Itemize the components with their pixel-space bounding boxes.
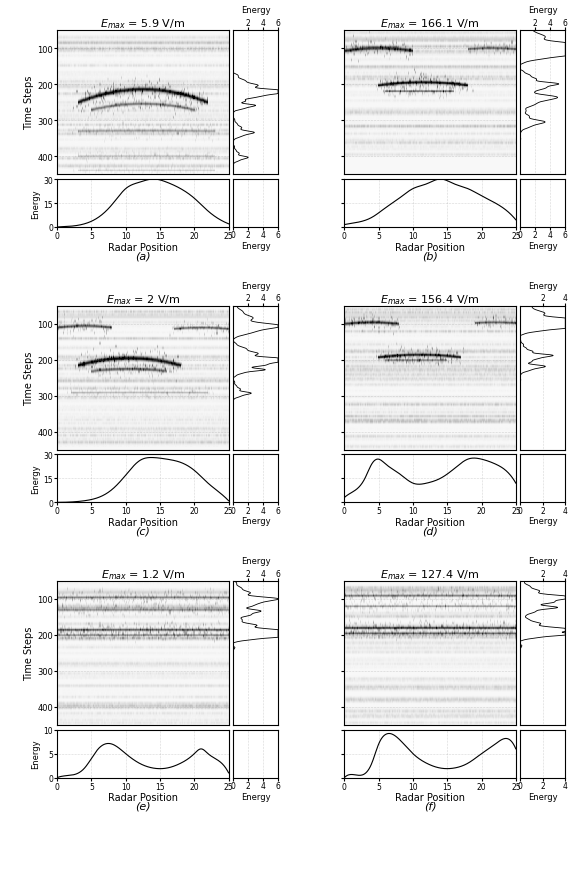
Title: $E_{max}$ = 156.4 V/m: $E_{max}$ = 156.4 V/m [380, 292, 480, 307]
Y-axis label: Energy: Energy [31, 189, 41, 218]
X-axis label: Radar Position: Radar Position [395, 518, 465, 527]
Text: (e): (e) [135, 801, 151, 811]
X-axis label: Radar Position: Radar Position [108, 792, 178, 802]
Title: $E_{max}$ = 5.9 V/m: $E_{max}$ = 5.9 V/m [100, 18, 186, 31]
Text: (a): (a) [135, 251, 151, 261]
Title: $E_{max}$ = 1.2 V/m: $E_{max}$ = 1.2 V/m [100, 568, 185, 581]
X-axis label: Energy: Energy [240, 6, 270, 15]
Y-axis label: Time Steps: Time Steps [25, 626, 34, 680]
X-axis label: Energy: Energy [528, 282, 557, 291]
X-axis label: Radar Position: Radar Position [108, 518, 178, 527]
Text: (b): (b) [422, 251, 438, 261]
Text: (d): (d) [422, 526, 438, 536]
Text: (f): (f) [424, 801, 436, 811]
X-axis label: Radar Position: Radar Position [108, 242, 178, 252]
X-axis label: Energy: Energy [528, 556, 557, 565]
X-axis label: Energy: Energy [528, 791, 557, 801]
X-axis label: Energy: Energy [528, 6, 557, 15]
X-axis label: Energy: Energy [528, 241, 557, 250]
X-axis label: Radar Position: Radar Position [395, 242, 465, 252]
X-axis label: Energy: Energy [240, 241, 270, 250]
Y-axis label: Time Steps: Time Steps [25, 76, 34, 131]
Title: $E_{max}$ = 127.4 V/m: $E_{max}$ = 127.4 V/m [380, 568, 480, 581]
Y-axis label: Energy: Energy [31, 464, 41, 493]
X-axis label: Energy: Energy [240, 282, 270, 291]
Y-axis label: Time Steps: Time Steps [25, 351, 34, 405]
X-axis label: Energy: Energy [240, 517, 270, 526]
Title: $E_{max}$ = 2 V/m: $E_{max}$ = 2 V/m [106, 292, 180, 307]
X-axis label: Radar Position: Radar Position [395, 792, 465, 802]
X-axis label: Energy: Energy [240, 791, 270, 801]
Y-axis label: Energy: Energy [31, 739, 41, 769]
Title: $E_{max}$ = 166.1 V/m: $E_{max}$ = 166.1 V/m [380, 18, 480, 31]
X-axis label: Energy: Energy [240, 556, 270, 565]
Text: (c): (c) [135, 526, 150, 536]
X-axis label: Energy: Energy [528, 517, 557, 526]
